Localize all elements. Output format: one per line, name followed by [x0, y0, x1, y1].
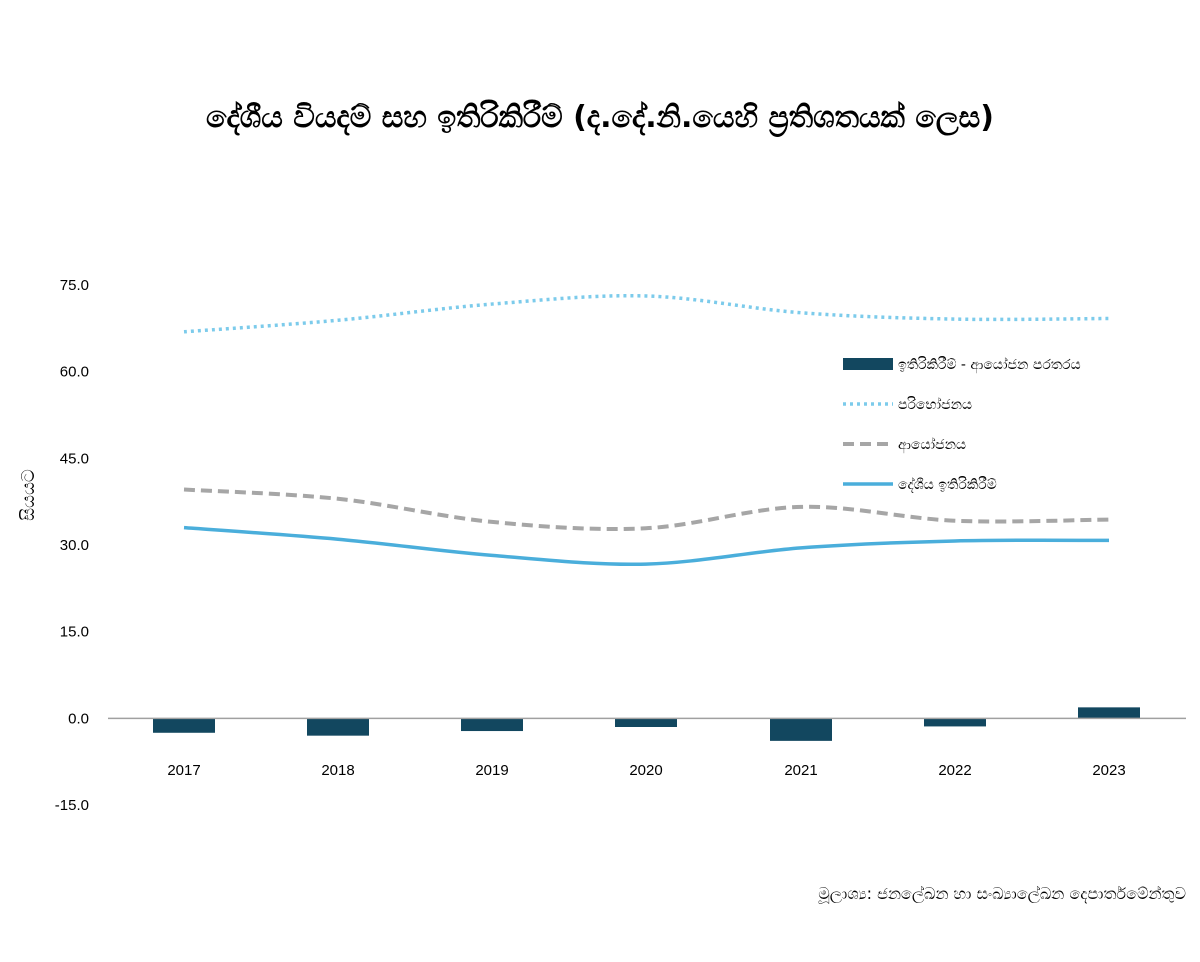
- bar: [770, 718, 832, 741]
- legend-label: ආයෝජනය: [898, 437, 966, 454]
- x-tick-label: 2021: [784, 762, 817, 779]
- bar: [615, 718, 677, 727]
- x-tick-label: 2019: [475, 762, 508, 779]
- chart-title: දේශීය වියදම් සහ ඉතිරිකිරීම් (ද.දේ.නි.යෙහ…: [206, 100, 994, 135]
- y-tick-label: 45.0: [60, 450, 89, 467]
- bar: [307, 718, 369, 736]
- y-tick-label: 60.0: [60, 364, 89, 381]
- x-tick-label: 2020: [629, 762, 662, 779]
- x-tick-label: 2022: [938, 762, 971, 779]
- bar: [924, 718, 986, 727]
- bar-series: [153, 707, 1140, 741]
- legend-label: ඉතිරිකිරීම් - ආයෝජන පරතරය: [898, 357, 1081, 374]
- x-tick-label: 2023: [1092, 762, 1125, 779]
- y-tick-label: 15.0: [60, 624, 89, 641]
- x-axis-ticks: 2017 2018 2019 2020 2021 2022 2023: [167, 762, 1125, 779]
- series-line: [183, 487, 1110, 532]
- bar: [461, 718, 523, 732]
- legend-label: දේශීය ඉතිරිකිරීම්: [898, 477, 997, 493]
- source-note: මූලාශ්‍ය: ජනලේඛන හා සංඛ්‍යාලේඛන දෙපාර්තම…: [818, 884, 1186, 903]
- series-line: [183, 525, 1110, 566]
- y-tick-label: 30.0: [60, 537, 89, 554]
- y-axis-ticks: 75.0 60.0 45.0 30.0 15.0 0.0 -15.0: [55, 277, 89, 814]
- legend-label: පරිභෝජනය: [898, 397, 972, 413]
- y-axis-label: සියයට: [18, 469, 39, 521]
- legend: ඉතිරිකිරීම් - ආයෝජන පරතරය පරිභෝජනය ආයෝජනය ද…: [843, 357, 1081, 493]
- line-series: [183, 294, 1110, 566]
- x-tick-label: 2017: [167, 762, 200, 779]
- legend-swatch: [843, 358, 893, 370]
- y-tick-label: -15.0: [55, 797, 89, 814]
- y-tick-label: 0.0: [68, 710, 89, 727]
- series-line: [183, 294, 1110, 334]
- x-tick-label: 2018: [321, 762, 354, 779]
- y-tick-label: 75.0: [60, 277, 89, 294]
- bar: [153, 718, 215, 733]
- bar: [1078, 707, 1140, 719]
